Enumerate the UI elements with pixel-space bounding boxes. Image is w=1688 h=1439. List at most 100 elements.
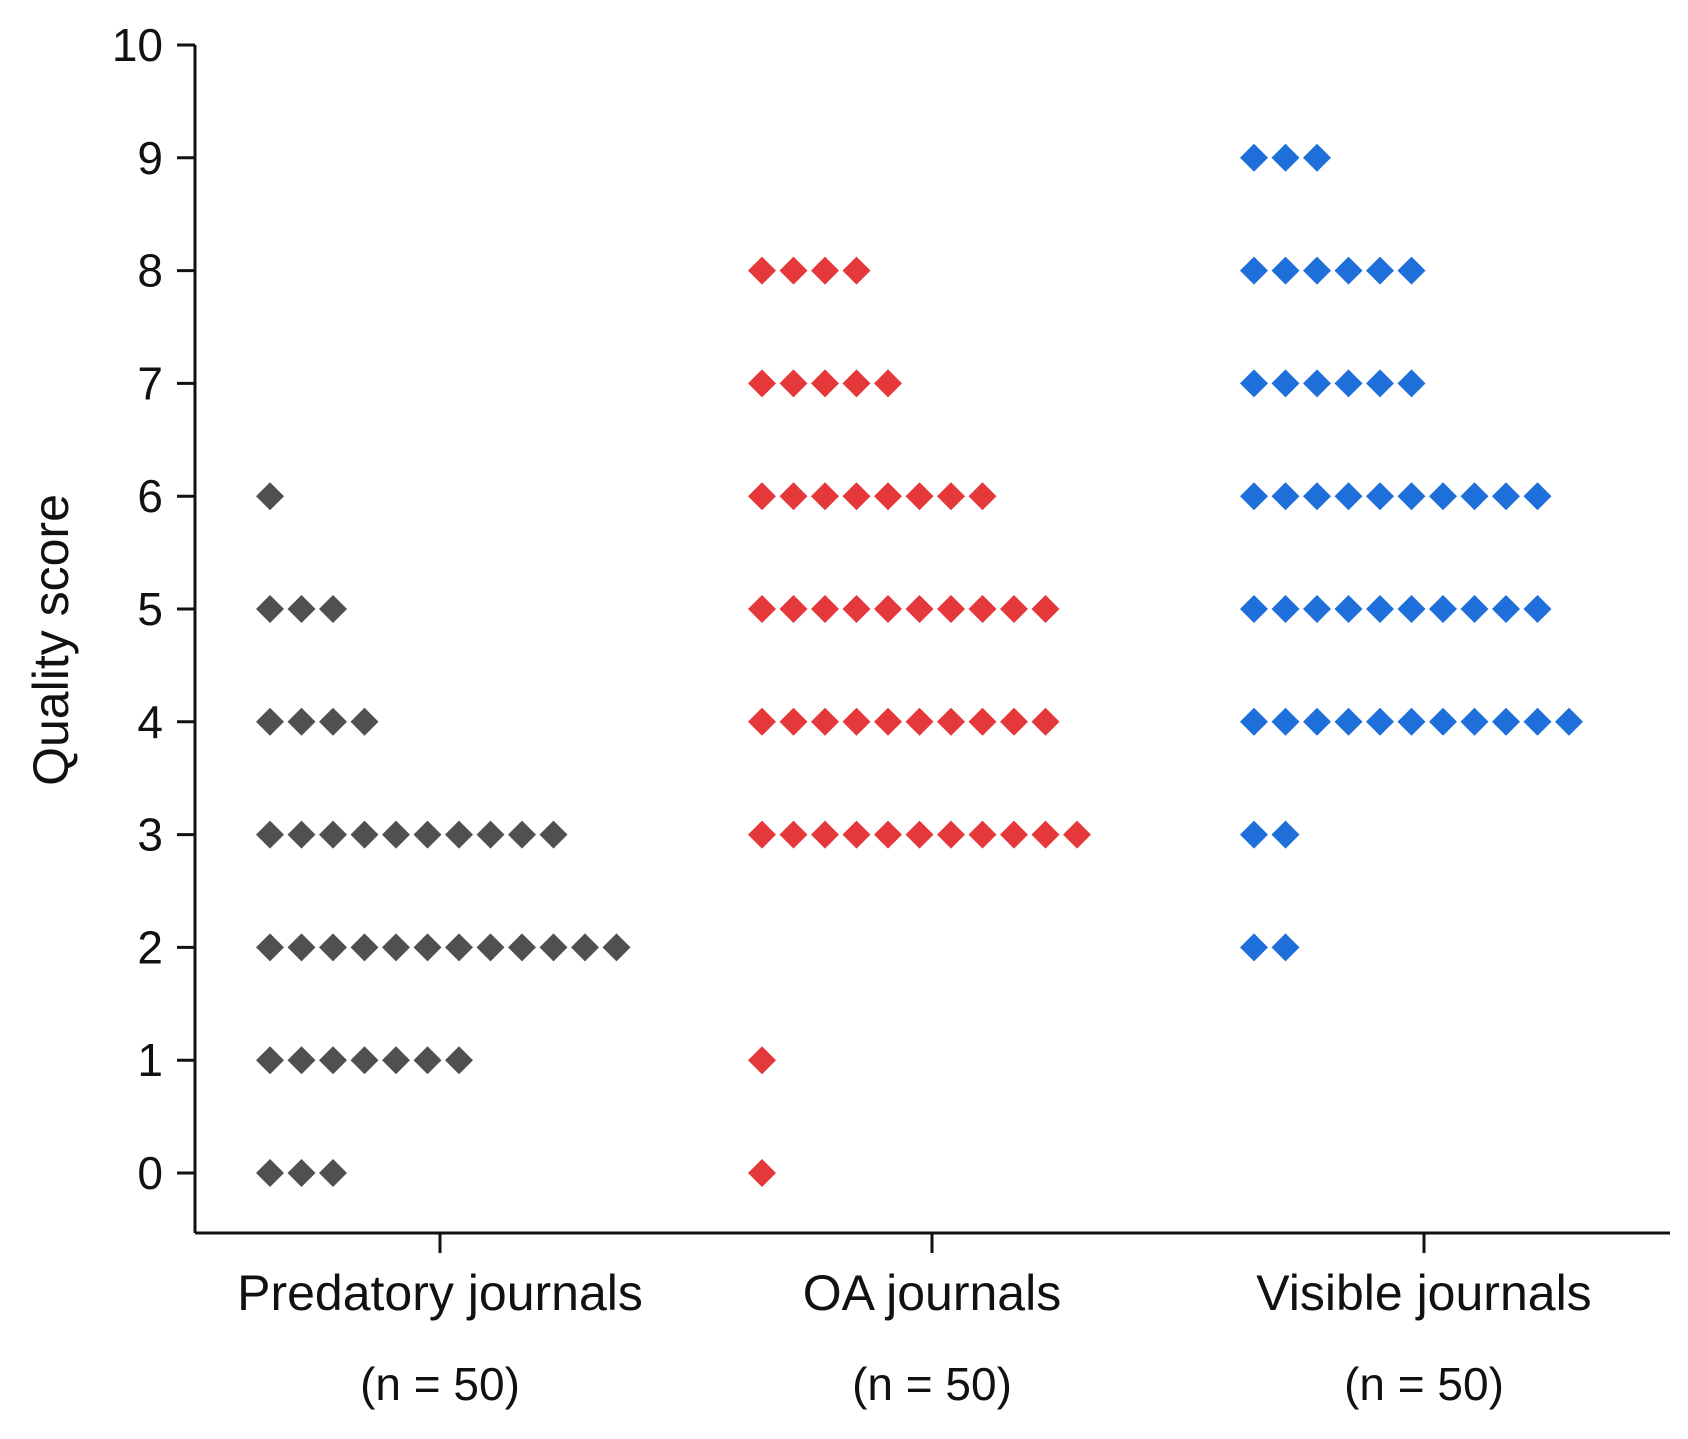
data-point-diamond xyxy=(1000,595,1028,623)
data-point-diamond xyxy=(382,820,410,849)
data-point-diamond xyxy=(319,933,347,962)
data-point-diamond xyxy=(287,1046,316,1075)
data-point-diamond xyxy=(937,482,965,511)
data-point-diamond xyxy=(476,820,505,849)
data-point-diamond xyxy=(287,707,316,736)
data-point-diamond xyxy=(748,482,776,511)
data-point-diamond xyxy=(779,482,808,511)
data-point-diamond xyxy=(842,482,871,511)
data-point-diamond xyxy=(779,369,808,398)
data-point-diamond xyxy=(968,820,997,849)
data-point-diamond xyxy=(1303,143,1331,172)
data-point-diamond xyxy=(256,482,284,511)
data-point-diamond xyxy=(779,595,808,623)
data-point-diamond xyxy=(1366,369,1394,398)
x-category-n-label: (n = 50) xyxy=(1344,1358,1504,1410)
y-tick-label: 4 xyxy=(137,696,163,748)
data-point-diamond xyxy=(319,1046,347,1075)
data-point-diamond xyxy=(1555,707,1583,736)
data-point-diamond xyxy=(811,820,839,849)
data-point-diamond xyxy=(1271,256,1300,285)
data-point-diamond xyxy=(1460,707,1489,736)
data-point-diamond xyxy=(319,707,347,736)
data-point-diamond xyxy=(350,707,379,736)
data-point-diamond xyxy=(319,1159,347,1187)
data-point-diamond xyxy=(1334,707,1363,736)
data-point-diamond xyxy=(1397,707,1426,736)
data-point-diamond xyxy=(937,820,965,849)
data-point-diamond xyxy=(1271,707,1300,736)
data-point-diamond xyxy=(1240,369,1268,398)
data-point-diamond xyxy=(350,820,379,849)
data-point-diamond xyxy=(748,369,776,398)
y-tick-label: 10 xyxy=(112,19,163,71)
data-point-diamond xyxy=(1366,482,1394,511)
y-tick-label: 1 xyxy=(137,1034,163,1086)
data-point-diamond xyxy=(256,707,284,736)
data-point-diamond xyxy=(1031,595,1060,623)
x-category-label: Predatory journals xyxy=(237,1265,643,1321)
data-point-diamond xyxy=(905,482,934,511)
data-point-diamond xyxy=(1492,707,1520,736)
data-point-diamond xyxy=(413,1046,442,1075)
data-point-diamond xyxy=(811,482,839,511)
data-point-diamond xyxy=(319,820,347,849)
data-point-diamond xyxy=(1240,482,1268,511)
y-tick-label: 0 xyxy=(137,1147,163,1199)
data-point-diamond xyxy=(937,595,965,623)
data-point-diamond xyxy=(256,595,284,623)
x-category-label: Visible journals xyxy=(1256,1265,1591,1321)
data-point-diamond xyxy=(1271,143,1300,172)
data-point-diamond xyxy=(287,933,316,962)
data-point-diamond xyxy=(602,933,631,962)
data-point-diamond xyxy=(968,595,997,623)
data-point-diamond xyxy=(1271,933,1300,962)
data-point-diamond xyxy=(1031,707,1060,736)
data-point-diamond xyxy=(413,933,442,962)
data-point-diamond xyxy=(811,595,839,623)
data-point-diamond xyxy=(1429,707,1457,736)
data-point-diamond xyxy=(1240,820,1268,849)
data-point-diamond xyxy=(842,595,871,623)
axes xyxy=(193,45,1670,1235)
y-tick-label: 3 xyxy=(137,809,163,861)
data-point-diamond xyxy=(1366,256,1394,285)
data-point-diamond xyxy=(874,820,902,849)
x-axis-ticks: Predatory journals (n = 50) OA journals (n … xyxy=(237,1233,1592,1410)
data-point-diamond xyxy=(1240,143,1268,172)
data-point-diamond xyxy=(1397,256,1426,285)
data-points xyxy=(256,143,1583,1187)
data-point-diamond xyxy=(350,1046,379,1075)
data-point-diamond xyxy=(842,369,871,398)
data-point-diamond xyxy=(1303,369,1331,398)
x-category-n-label: (n = 50) xyxy=(360,1358,520,1410)
data-point-diamond xyxy=(1240,707,1268,736)
y-tick-label: 6 xyxy=(137,470,163,522)
data-point-diamond xyxy=(1429,482,1457,511)
data-point-diamond xyxy=(874,707,902,736)
data-point-diamond xyxy=(842,707,871,736)
data-point-diamond xyxy=(1460,595,1489,623)
data-point-diamond xyxy=(508,933,536,962)
data-point-diamond xyxy=(968,707,997,736)
data-point-diamond xyxy=(748,595,776,623)
data-point-diamond xyxy=(1000,820,1028,849)
data-point-diamond xyxy=(1366,595,1394,623)
data-point-diamond xyxy=(1303,595,1331,623)
y-axis-ticks: 0 1 2 3 4 5 6 7 8 9 10 xyxy=(112,19,195,1199)
data-point-diamond xyxy=(256,1046,284,1075)
data-point-diamond xyxy=(1366,707,1394,736)
y-tick-label: 2 xyxy=(137,921,163,973)
data-point-diamond xyxy=(874,595,902,623)
data-point-diamond xyxy=(1492,595,1520,623)
data-point-diamond xyxy=(905,707,934,736)
data-point-diamond xyxy=(1240,933,1268,962)
data-point-diamond xyxy=(842,256,871,285)
data-point-diamond xyxy=(287,1159,316,1187)
y-tick-label: 5 xyxy=(137,583,163,635)
data-point-diamond xyxy=(1240,256,1268,285)
data-point-diamond xyxy=(1397,369,1426,398)
data-point-diamond xyxy=(748,707,776,736)
data-point-diamond xyxy=(905,595,934,623)
data-point-diamond xyxy=(1031,820,1060,849)
